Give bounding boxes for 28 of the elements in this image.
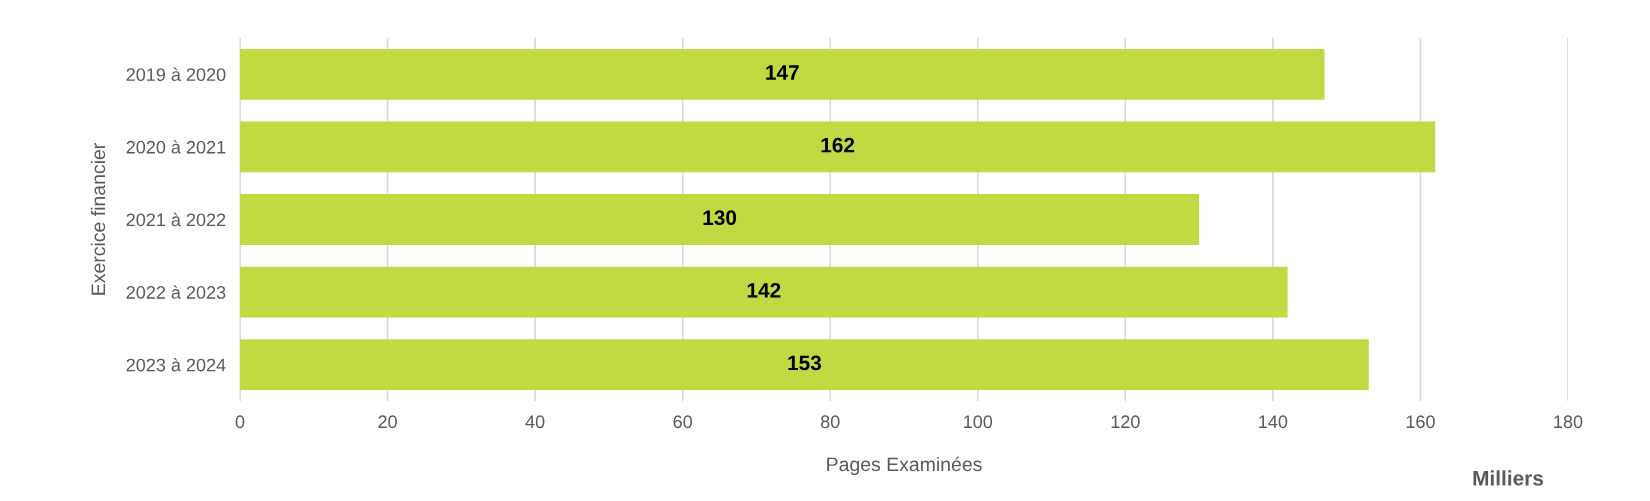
data-label: 130 xyxy=(703,210,737,226)
data-label: 147 xyxy=(766,65,799,80)
bar xyxy=(240,266,1288,318)
y-tick-label: 2020 à 2021 xyxy=(126,140,226,154)
data-label: 153 xyxy=(788,355,822,371)
x-tick-label: 160 xyxy=(1406,415,1435,429)
x-tick-label: 20 xyxy=(378,415,397,429)
x-tick-label: 40 xyxy=(525,415,545,429)
y-tick-label: 2021 à 2022 xyxy=(126,212,226,227)
x-tick-label: 180 xyxy=(1554,415,1583,429)
data-label: 142 xyxy=(747,282,781,298)
data-label: 162 xyxy=(821,137,855,153)
x-axis-title: Pages Examinées xyxy=(827,456,982,476)
bar xyxy=(240,121,1436,173)
x-tick-label: 140 xyxy=(1259,415,1288,429)
x-tick-label: 80 xyxy=(820,415,840,429)
x-tick-label: 60 xyxy=(673,415,692,429)
x-tick-label: 100 xyxy=(964,415,993,429)
y-tick-label: 2023 à 2024 xyxy=(126,357,226,372)
text: Milliers xyxy=(1473,470,1544,486)
bar xyxy=(240,48,1325,100)
x-tick-label: 0 xyxy=(235,415,245,429)
x-tick-label: 120 xyxy=(1111,415,1140,429)
bar xyxy=(240,339,1369,391)
y-axis-title: Exercice financier xyxy=(90,143,106,295)
y-tick-label: 2022 à 2023 xyxy=(126,285,226,299)
y-tick-label: 2019 à 2020 xyxy=(126,67,226,82)
bar xyxy=(240,194,1200,245)
